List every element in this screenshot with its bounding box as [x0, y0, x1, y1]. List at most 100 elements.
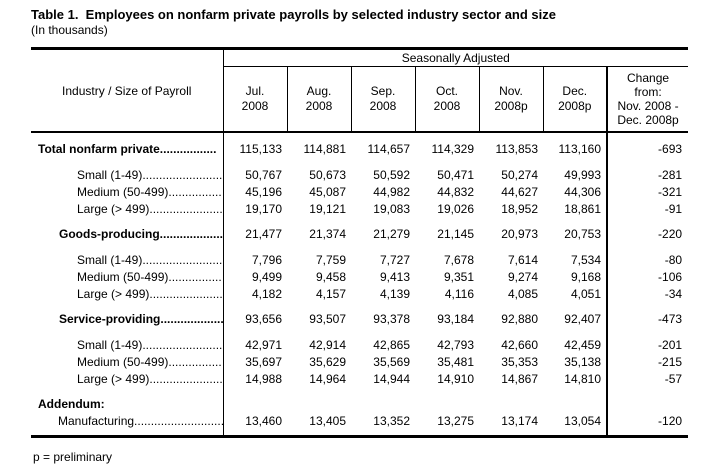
col-header-line: from: [634, 85, 662, 99]
value-cell: 50,673 [309, 168, 346, 182]
value-cell: 7,727 [379, 253, 410, 267]
value-cell: 7,534 [543, 252, 608, 269]
col-header-line: Aug. [306, 84, 332, 98]
change-cell: -57 [664, 372, 683, 386]
row-service-large: Large (> 499)...................... 14,9… [31, 371, 688, 388]
value-cell: 44,306 [543, 184, 608, 201]
change-cell: -106 [658, 270, 683, 284]
change-cell: -473 [658, 312, 683, 326]
change-cell: -281 [658, 168, 683, 182]
value-cell: 7,614 [507, 253, 538, 267]
row-goods-producing: Goods-producing.................... 21,4… [31, 218, 688, 252]
banner-row: Industry / Size of Payroll Seasonally Ad… [31, 48, 689, 133]
empty-cell [351, 388, 415, 413]
value-cell: 19,026 [437, 202, 474, 216]
change-cell: -693 [658, 142, 683, 156]
value-cell: 4,051 [543, 286, 608, 303]
change-cell: -201 [658, 338, 683, 352]
col-header-oct-2008: Oct. 2008 [415, 66, 480, 133]
value-cell: 35,353 [501, 355, 538, 369]
value-cell: 19,170 [245, 202, 282, 216]
value-cell: 4,116 [444, 287, 474, 301]
seasonally-adjusted-banner: Seasonally Adjusted [223, 48, 689, 67]
change-cell: -80 [664, 253, 683, 267]
row-goods-large: Large (> 499)...................... 4,18… [31, 286, 688, 303]
row-goods-medium: Medium (50-499)................ 9,499 9,… [31, 269, 688, 286]
value-cell: 49,993 [543, 167, 608, 184]
empty-cell [415, 388, 479, 413]
row-label: Large (> 499)...................... [31, 286, 224, 303]
value-cell: 9,499 [251, 270, 282, 284]
value-cell: 9,458 [315, 270, 346, 284]
value-cell: 35,569 [373, 355, 410, 369]
col-header-line: 2008p [558, 99, 592, 113]
value-cell: 9,351 [443, 270, 474, 284]
row-label: Large (> 499)...................... [31, 371, 224, 388]
empty-cell [543, 388, 608, 413]
col-header-line: Sep. [370, 84, 396, 98]
value-cell: 44,832 [437, 185, 474, 199]
value-cell: 4,139 [379, 287, 410, 301]
value-cell: 50,767 [245, 168, 282, 182]
col-header-line: 2008 [305, 99, 333, 113]
value-cell: 42,459 [543, 337, 608, 354]
value-cell: 42,971 [245, 338, 282, 352]
value-cell: 13,352 [373, 414, 410, 428]
value-cell: 50,471 [437, 168, 474, 182]
row-service-small: Small (1-49)........................ 42,… [31, 337, 688, 354]
value-cell: 13,174 [501, 414, 538, 428]
value-cell: 93,184 [437, 312, 474, 326]
col-header-line: 2008p [494, 99, 528, 113]
change-cell: -215 [658, 355, 683, 369]
value-cell: 21,374 [309, 227, 346, 241]
col-header-nov-2008p: Nov. 2008p [479, 66, 544, 133]
table-title: Table 1. Employees on nonfarm private pa… [31, 7, 556, 22]
value-cell: 9,274 [507, 270, 538, 284]
value-cell: 14,944 [373, 372, 410, 386]
empty-cell [607, 388, 688, 413]
row-service-providing: Service-providing................... 93,… [31, 303, 688, 337]
col-header-sep-2008: Sep. 2008 [351, 66, 416, 133]
value-cell: 14,988 [245, 372, 282, 386]
value-cell: 50,592 [373, 168, 410, 182]
value-cell: 9,413 [379, 270, 410, 284]
col-header-aug-2008: Aug. 2008 [287, 66, 352, 133]
value-cell: 7,796 [251, 253, 282, 267]
table-subtitle: (In thousands) [31, 23, 108, 37]
change-cell: -34 [664, 287, 683, 301]
row-label: Medium (50-499)................ [31, 354, 224, 371]
row-label: Small (1-49)........................ [31, 337, 224, 354]
column-header-row: Jul. 2008 Aug. 2008 Sep. 2008 Oct. 2008 … [31, 66, 689, 133]
value-cell: 14,910 [437, 372, 474, 386]
col-header-line: 2008 [241, 99, 269, 113]
value-cell: 7,678 [443, 253, 474, 267]
row-label: Medium (50-499)................ [31, 269, 224, 286]
value-cell: 50,274 [501, 168, 538, 182]
value-cell: 13,405 [309, 414, 346, 428]
value-cell: 14,810 [543, 371, 608, 388]
row-addendum-label: Addendum: [31, 388, 688, 413]
row-total-large: Large (> 499)...................... 19,1… [31, 201, 688, 218]
value-cell: 113,160 [543, 132, 608, 167]
value-cell: 19,083 [373, 202, 410, 216]
value-cell: 14,867 [501, 372, 538, 386]
value-cell: 4,157 [315, 287, 346, 301]
row-label: Small (1-49)........................ [31, 167, 224, 184]
row-total-nonfarm-private: Total nonfarm private................. 1… [31, 132, 688, 167]
row-label: Manufacturing........................... [31, 413, 224, 437]
row-total-small: Small (1-49)........................ 50,… [31, 167, 688, 184]
row-label: Goods-producing.................... [31, 218, 224, 252]
value-cell: 42,865 [373, 338, 410, 352]
value-cell: 9,168 [543, 269, 608, 286]
value-cell: 21,477 [245, 227, 282, 241]
col-header-line: Nov. [499, 84, 523, 98]
empty-cell [479, 388, 543, 413]
value-cell: 7,759 [315, 253, 346, 267]
col-header-line: 2008 [433, 99, 461, 113]
row-label: Medium (50-499)................ [31, 184, 224, 201]
value-cell: 4,182 [251, 287, 282, 301]
col-header-change: Change from: Nov. 2008 - Dec. 2008p [607, 66, 689, 133]
col-header-line: Nov. 2008 - [617, 99, 679, 113]
value-cell: 115,133 [239, 142, 283, 156]
